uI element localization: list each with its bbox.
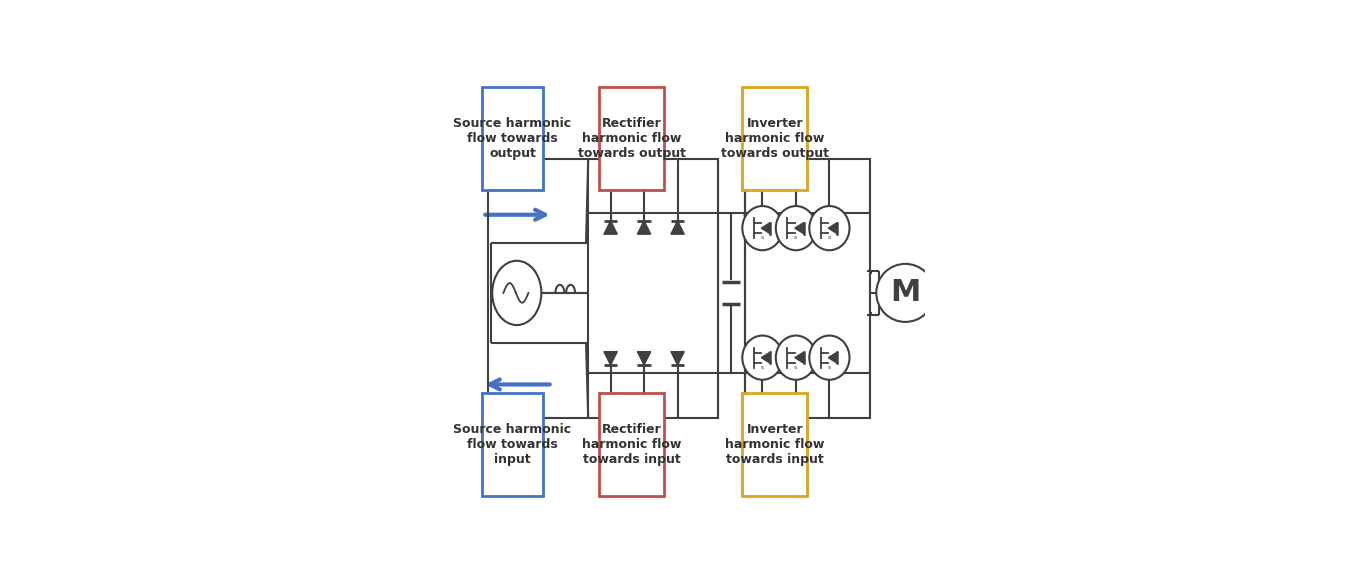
FancyBboxPatch shape (743, 393, 807, 496)
Ellipse shape (810, 206, 849, 250)
FancyBboxPatch shape (482, 393, 543, 496)
Text: s: s (760, 365, 763, 369)
Polygon shape (829, 223, 837, 234)
Text: Inverter
harmonic flow
towards output: Inverter harmonic flow towards output (721, 117, 829, 160)
FancyBboxPatch shape (600, 393, 664, 496)
Text: s: s (760, 235, 763, 240)
Text: s: s (793, 365, 797, 369)
Polygon shape (637, 351, 651, 365)
Polygon shape (829, 352, 837, 363)
Polygon shape (762, 223, 770, 234)
Polygon shape (795, 352, 804, 363)
Text: Source harmonic
flow towards
output: Source harmonic flow towards output (453, 117, 571, 160)
Ellipse shape (775, 206, 817, 250)
Text: Rectifier
harmonic flow
towards input: Rectifier harmonic flow towards input (582, 423, 681, 466)
Ellipse shape (810, 336, 849, 380)
Polygon shape (604, 221, 618, 234)
FancyBboxPatch shape (744, 159, 870, 418)
FancyBboxPatch shape (588, 159, 718, 418)
FancyBboxPatch shape (743, 88, 807, 190)
Circle shape (877, 264, 934, 322)
Text: Rectifier
harmonic flow
towards output: Rectifier harmonic flow towards output (578, 117, 686, 160)
Text: s: s (827, 365, 830, 369)
Ellipse shape (743, 336, 782, 380)
Polygon shape (637, 221, 651, 234)
Text: Inverter
harmonic flow
towards input: Inverter harmonic flow towards input (725, 423, 825, 466)
Text: s: s (827, 235, 830, 240)
Polygon shape (762, 352, 770, 363)
Ellipse shape (775, 336, 817, 380)
Text: s: s (793, 235, 797, 240)
Polygon shape (795, 223, 804, 234)
Text: Source harmonic
flow towards
input: Source harmonic flow towards input (453, 423, 571, 466)
Polygon shape (604, 351, 618, 365)
Ellipse shape (492, 261, 541, 325)
FancyBboxPatch shape (482, 88, 543, 190)
Polygon shape (671, 221, 684, 234)
Polygon shape (671, 351, 684, 365)
FancyBboxPatch shape (600, 88, 664, 190)
Ellipse shape (743, 206, 782, 250)
Text: M: M (890, 278, 921, 307)
